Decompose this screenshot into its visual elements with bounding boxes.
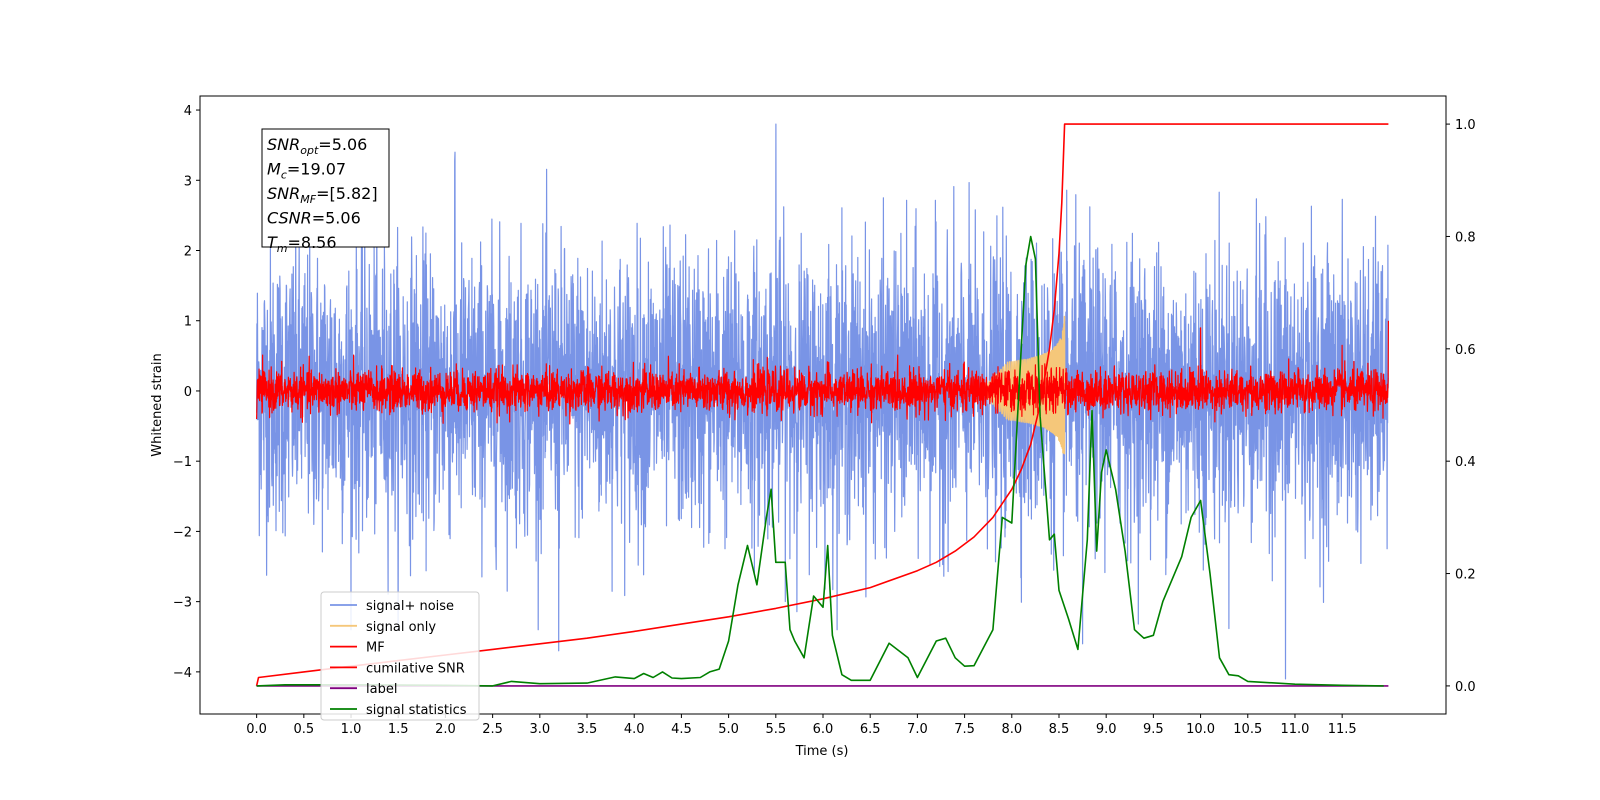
- legend-entry: MF: [366, 641, 385, 656]
- x-tick-label: 7.0: [907, 722, 928, 737]
- x-tick-label: 1.0: [341, 722, 362, 737]
- x-tick-label: 3.5: [577, 722, 598, 737]
- x-tick-label: 5.0: [718, 722, 739, 737]
- x-tick-label: 9.5: [1143, 722, 1164, 737]
- x-axis: 0.0 0.5 1.0 1.5 2.0 2.5 3.0 3.5 4.0 4.5 5.0 5.5 6.0 6…: [246, 714, 1357, 737]
- x-tick-label: 9.0: [1096, 722, 1117, 737]
- x-tick-label: 2.0: [435, 722, 456, 737]
- y2-tick-label: 0.4: [1455, 455, 1476, 470]
- y-tick-label: −3: [173, 596, 192, 611]
- x-tick-label: 1.5: [388, 722, 409, 737]
- legend-entry: signal statistics: [366, 703, 467, 718]
- x-tick-label: 11.0: [1280, 722, 1309, 737]
- y-tick-label: 4: [184, 104, 192, 119]
- x-tick-label: 10.5: [1233, 722, 1262, 737]
- x-tick-label: 8.5: [1049, 722, 1070, 737]
- y-axis-left: −4 −3 −2 −1 0 1 2 3 4: [173, 104, 200, 681]
- x-tick-label: 7.5: [954, 722, 975, 737]
- y-tick-label: 3: [184, 174, 192, 189]
- x-tick-label: 11.5: [1328, 722, 1357, 737]
- legend-entry: label: [366, 682, 397, 697]
- annotation-line: CSNR=5.06: [267, 209, 361, 228]
- y-tick-label: −1: [173, 455, 192, 470]
- legend-entry: signal only: [366, 620, 436, 635]
- x-tick-label: 10.0: [1186, 722, 1215, 737]
- legend-entry: cumilative SNR: [366, 661, 465, 676]
- annotation-line: Mc=19.07: [267, 160, 346, 182]
- legend: signal+ noise signal only MF cumilative SNR…: [320, 591, 480, 721]
- y-tick-label: 2: [184, 245, 192, 260]
- x-tick-label: 0.5: [293, 722, 314, 737]
- y-tick-label: −2: [173, 525, 192, 540]
- y-tick-label: 1: [184, 315, 192, 330]
- y2-tick-label: 0.6: [1455, 343, 1476, 358]
- annotation-line: SNRMF=[5.82]: [267, 184, 378, 206]
- legend-entry: signal+ noise: [366, 599, 454, 614]
- y-tick-label: −4: [173, 666, 192, 681]
- x-tick-label: 5.5: [765, 722, 786, 737]
- y2-tick-label: 0.0: [1455, 680, 1476, 695]
- y2-tick-label: 0.8: [1455, 230, 1476, 245]
- series-line-5: [256, 235, 1384, 687]
- annotation-line: Tm=8.56: [267, 233, 337, 255]
- x-tick-label: 6.5: [860, 722, 881, 737]
- x-tick-label: 3.0: [529, 722, 550, 737]
- y-axis-label: Whitened strain: [150, 353, 165, 456]
- y2-tick-label: 1.0: [1455, 118, 1476, 133]
- x-tick-label: 8.0: [1001, 722, 1022, 737]
- x-axis-label: Time (s): [795, 744, 849, 759]
- x-tick-label: 4.0: [624, 722, 645, 737]
- annotation-frame: [261, 128, 390, 248]
- series-line-2: [256, 320, 1389, 425]
- annotation-line: SNRopt=5.06: [267, 135, 367, 157]
- y-axis-right: 0.0 0.2 0.4 0.6 0.8 1.0: [1446, 118, 1476, 695]
- y-tick-label: 0: [184, 385, 192, 400]
- x-tick-label: 0.0: [246, 722, 267, 737]
- x-tick-label: 4.5: [671, 722, 692, 737]
- legend-frame: [320, 591, 480, 721]
- x-tick-label: 6.0: [813, 722, 834, 737]
- y2-tick-label: 0.2: [1455, 568, 1476, 583]
- x-tick-label: 2.5: [482, 722, 503, 737]
